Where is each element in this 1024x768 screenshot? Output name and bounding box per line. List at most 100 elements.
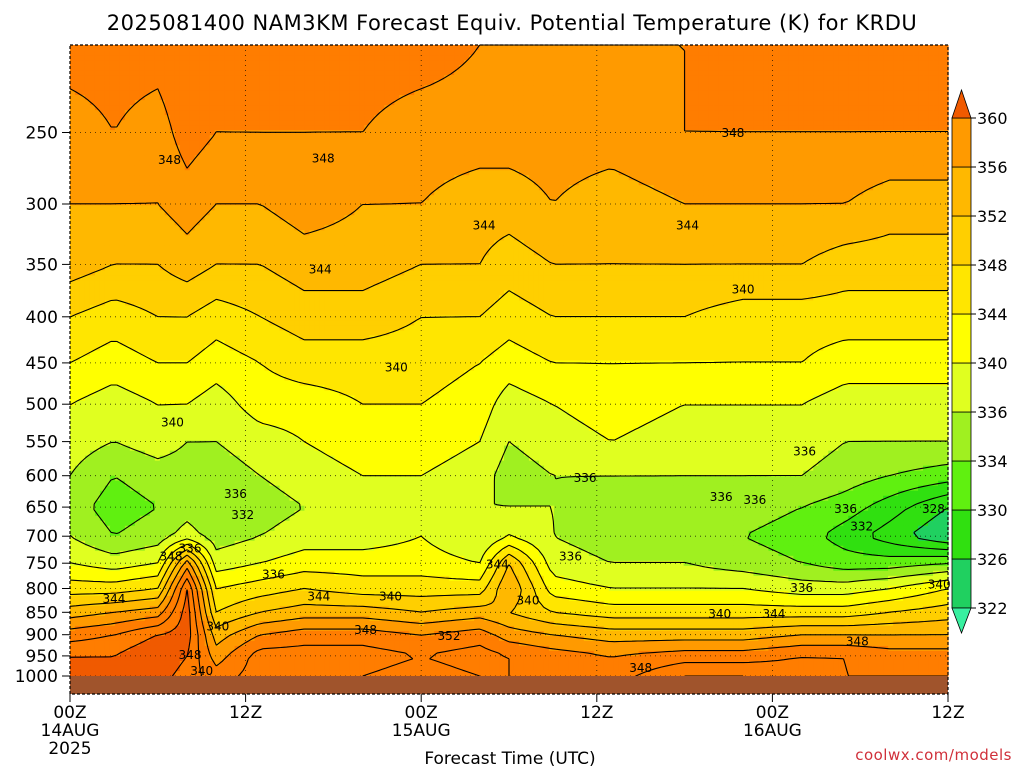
field-cell [738,65,745,71]
field-cell [643,160,650,166]
field-cell [504,45,510,51]
field-cell [454,80,460,86]
field-cell [513,85,520,91]
field-cell [668,60,675,66]
field-cell [449,90,455,96]
field-cell [439,85,445,91]
field-cell [828,100,834,106]
field-cell [913,120,919,126]
field-cell [154,75,161,81]
field-cell [379,145,385,151]
field-cell [653,140,660,146]
field-cell [888,75,894,81]
field-cell [928,55,934,61]
field-cell [628,75,635,81]
field-cell [593,105,600,111]
field-cell [70,175,76,181]
field-cell [349,110,355,116]
field-cell [474,140,480,146]
field-cell [748,180,755,186]
field-cell [199,95,206,101]
field-cell [414,130,420,136]
field-cell [833,130,839,136]
field-cell [858,110,864,116]
field-cell [883,75,889,81]
field-cell [728,180,735,186]
field-cell [219,105,226,111]
field-cell [898,60,904,66]
field-cell [668,125,675,131]
field-cell [289,85,296,91]
field-cell [573,70,580,76]
field-cell [94,100,101,106]
field-cell [523,175,530,181]
field-cell [379,50,385,56]
field-cell [663,125,670,131]
field-cell [399,145,405,151]
field-cell [349,75,355,81]
field-cell [663,70,670,76]
field-cell [354,75,360,81]
field-cell [548,115,555,121]
field-cell [558,135,565,141]
field-cell [269,175,276,181]
field-cell [608,120,615,126]
field-cell [279,155,286,161]
field-cell [563,175,570,181]
field-cell [818,110,824,116]
field-cell [773,170,779,176]
field-cell [194,150,201,156]
field-cell [843,145,849,151]
field-cell [663,135,670,141]
field-cell [269,150,276,156]
field-cell [533,65,540,71]
field-cell [289,180,296,186]
field-cell [164,140,171,146]
field-cell [419,130,425,136]
field-cell [933,150,939,156]
field-cell [538,145,545,151]
field-cell [489,125,495,131]
field-cell [499,80,505,86]
field-cell [823,60,829,66]
field-cell [578,125,585,131]
field-cell [533,165,540,171]
field-cell [334,160,340,166]
field-cell [409,155,415,161]
field-cell [743,100,750,106]
field-cell [499,125,505,131]
field-cell [658,155,665,161]
field-cell [114,130,121,136]
field-cell [803,165,809,171]
field-cell [538,175,545,181]
field-cell [623,95,630,101]
field-cell [354,185,360,191]
field-cell [89,165,96,171]
field-cell [309,165,316,171]
field-cell [429,45,435,51]
field-cell [339,180,345,186]
field-cell [229,155,236,161]
field-cell [209,175,216,181]
field-cell [484,160,490,166]
field-cell [204,105,211,111]
field-cell [294,105,301,111]
field-cell [618,145,625,151]
field-cell [174,130,181,136]
field-cell [728,145,735,151]
field-cell [618,65,625,71]
field-cell [284,115,291,121]
field-cell [194,170,201,176]
field-cell [593,90,600,96]
field-cell [334,140,340,146]
field-cell [833,160,839,166]
field-cell [214,75,221,81]
field-cell [259,155,266,161]
field-cell [853,120,859,126]
field-cell [484,175,490,181]
field-cell [698,165,705,171]
field-cell [204,115,211,121]
field-cell [783,150,789,156]
field-cell [444,180,450,186]
field-cell [304,175,311,181]
